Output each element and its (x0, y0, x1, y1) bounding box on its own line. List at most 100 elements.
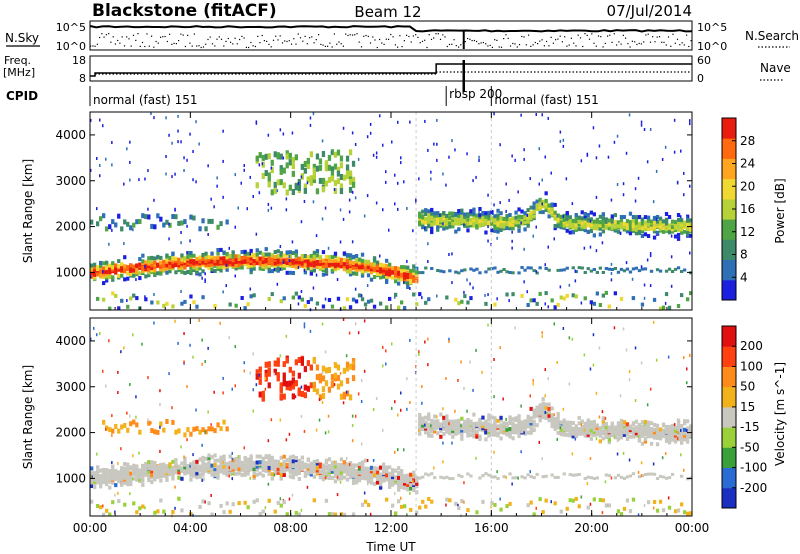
nsearch-point (607, 35, 609, 37)
heat-cell (351, 477, 356, 481)
heat-cell (472, 223, 476, 228)
heat-cell (288, 455, 292, 460)
noise-cell (201, 276, 203, 280)
heat-cell (457, 301, 461, 306)
heat-cell (637, 231, 642, 236)
heat-cell (637, 228, 642, 233)
heat-cell (427, 209, 431, 214)
heat-cell (372, 469, 377, 474)
heat-cell (484, 472, 488, 476)
heat-cell (357, 466, 362, 471)
heat-cell (406, 479, 410, 483)
noise-cell (403, 448, 405, 452)
heat-cell (102, 261, 106, 266)
heat-cell (132, 476, 136, 481)
heat-cell (123, 423, 127, 428)
heat-cell (538, 411, 542, 416)
nsearch-point (525, 44, 527, 46)
noise-cell (141, 464, 143, 468)
heat-cell (372, 256, 377, 261)
heat-cell (222, 457, 226, 462)
heat-cell (294, 359, 298, 366)
heat-cell (523, 422, 527, 427)
heat-cell (490, 220, 494, 225)
heat-cell (505, 292, 509, 297)
heat-cell (120, 466, 124, 471)
heat-cell (565, 222, 569, 227)
heat-cell (195, 259, 199, 264)
heat-cell (114, 263, 118, 268)
heat-cell (514, 416, 518, 421)
noise-cell (339, 371, 342, 375)
heat-cell (135, 464, 139, 469)
heat-cell (264, 247, 268, 252)
heat-cell (634, 425, 639, 430)
heat-cell (619, 512, 624, 517)
nsearch-point (257, 35, 259, 37)
heat-cell (276, 179, 280, 186)
noise-cell (264, 506, 267, 510)
heat-cell (547, 209, 551, 214)
heat-cell (622, 422, 627, 427)
nsearch-point (426, 46, 428, 49)
heat-cell (493, 432, 497, 437)
heat-cell (114, 475, 118, 480)
noise-cell (391, 406, 393, 410)
heat-cell (159, 267, 163, 272)
heat-cell (105, 278, 109, 283)
noise-cell (397, 120, 399, 124)
noise-cell (391, 140, 393, 144)
heat-cell (637, 224, 642, 229)
nsearch-point (417, 36, 419, 38)
heat-cell (372, 472, 377, 477)
heat-cell (427, 431, 431, 436)
nsearch-point (180, 33, 182, 35)
heat-cell (580, 430, 584, 435)
heat-cell (652, 472, 657, 476)
heat-cell (330, 265, 335, 270)
heat-cell (312, 356, 316, 363)
noise-cell (153, 293, 155, 296)
heat-cell (222, 510, 226, 515)
heat-cell (622, 215, 627, 219)
heat-cell (689, 291, 693, 296)
heat-cell (366, 267, 371, 272)
heat-cell (177, 257, 181, 262)
noise-cell (676, 431, 679, 434)
nsearch-point (279, 35, 281, 37)
heat-cell (400, 475, 404, 480)
heat-cell (415, 481, 419, 486)
noise-cell (427, 242, 429, 246)
heat-cell (622, 430, 627, 435)
heat-cell (126, 472, 130, 477)
heat-cell (463, 429, 467, 434)
nsearch-point (674, 42, 676, 44)
heat-cell (147, 256, 151, 261)
noise-cell (595, 391, 598, 395)
nsearch-point (340, 43, 342, 45)
heat-cell (643, 227, 648, 232)
heat-cell (400, 481, 404, 486)
heat-cell (288, 184, 292, 191)
noise-cell (309, 116, 312, 120)
noise-cell (526, 290, 528, 294)
heat-cell (430, 499, 434, 504)
heat-cell (258, 372, 262, 379)
colorbar-tick-label: 28 (740, 134, 755, 148)
heat-cell (667, 305, 672, 310)
heat-cell (333, 151, 338, 158)
noise-cell (580, 301, 583, 305)
heat-cell (102, 297, 106, 302)
noise-cell (279, 267, 282, 271)
noise-cell (379, 114, 381, 118)
heat-cell (321, 375, 326, 382)
heat-cell (309, 271, 313, 276)
heat-cell (466, 214, 470, 219)
noise-cell (547, 116, 549, 120)
noise-cell (680, 149, 682, 153)
heat-cell (285, 462, 289, 467)
heat-cell (129, 272, 133, 277)
heat-cell (312, 256, 316, 261)
heat-cell (517, 271, 521, 275)
nsearch-point (349, 34, 351, 36)
